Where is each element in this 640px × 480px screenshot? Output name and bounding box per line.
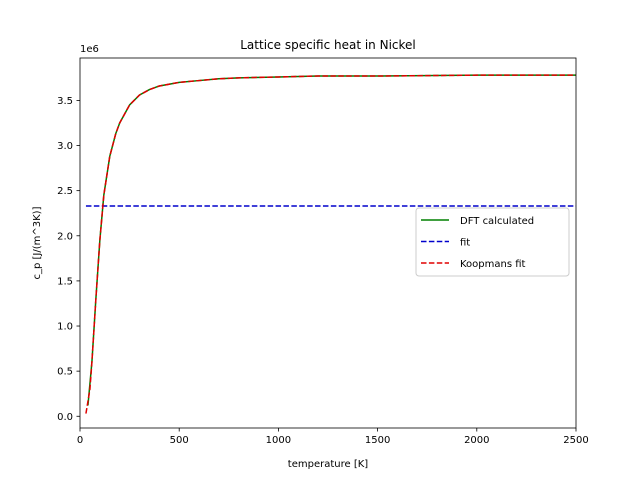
y-tick-label: 0.0: [57, 412, 73, 423]
plot-frame: [79, 57, 577, 429]
y-tick-label: 1.5: [57, 276, 73, 287]
axes-layer: [79, 57, 577, 429]
y-tick-label: 3.5: [57, 96, 73, 107]
y-tick-label: 2.5: [57, 186, 73, 197]
x-tick-label: 0: [77, 435, 83, 446]
series-line-0: [87, 74, 576, 406]
series-layer: [85, 74, 576, 414]
y-tick-label: 2.0: [57, 231, 73, 242]
y-axis-label: c_p [J/(m^3K)]: [32, 206, 43, 279]
series-line-2: [85, 74, 576, 414]
legend-box: [415, 207, 570, 277]
y-offset-label: 1e6: [80, 44, 99, 55]
y-tick-label: 3.0: [57, 141, 73, 152]
legend-label-0: DFT calculated: [460, 216, 534, 227]
x-axis-ticks: 0 500 1000 1500 2000 2500: [77, 428, 589, 446]
legend: DFT calculated fit Koopmans fit: [415, 207, 570, 277]
x-tick-label: 1500: [365, 435, 390, 446]
x-tick-label: 500: [170, 435, 189, 446]
x-tick-label: 1000: [266, 435, 291, 446]
legend-label-2: Koopmans fit: [460, 259, 526, 270]
y-tick-label: 1.0: [57, 322, 73, 333]
x-tick-label: 2000: [464, 435, 489, 446]
y-axis-ticks: 0.0 0.5 1.0 1.5 2.0 2.5 3.0 3.5: [57, 96, 80, 423]
x-axis-label: temperature [K]: [288, 459, 368, 470]
legend-label-1: fit: [460, 238, 470, 249]
y-tick-label: 0.5: [57, 367, 73, 378]
chart-title: Lattice specific heat in Nickel: [240, 38, 416, 52]
x-tick-label: 2500: [563, 435, 588, 446]
